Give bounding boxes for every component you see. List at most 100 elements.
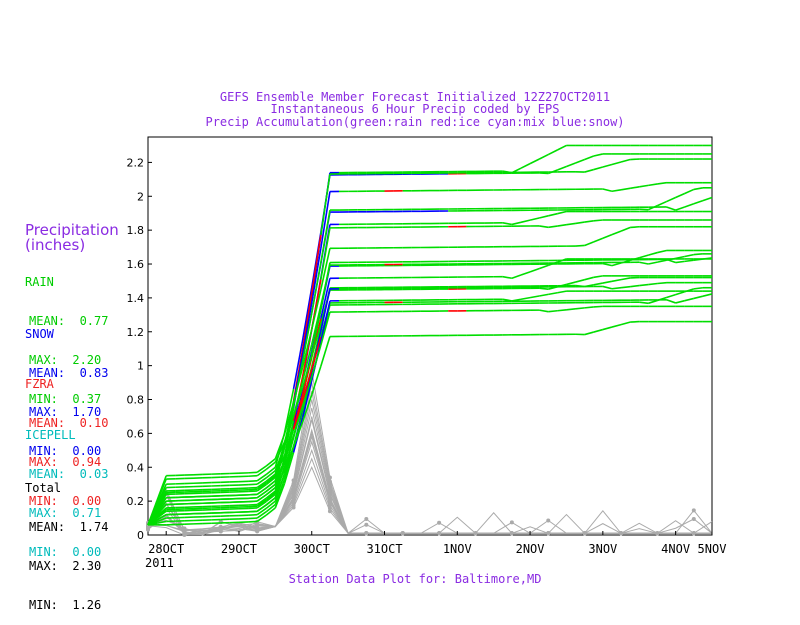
y-tick-label: 0 — [137, 529, 144, 542]
acc-segment — [257, 512, 266, 518]
inst-marker — [473, 531, 477, 535]
inst-marker — [401, 531, 405, 535]
acc-series — [148, 278, 712, 525]
acc-segment — [667, 207, 676, 210]
acc-segment — [557, 167, 566, 170]
inst-marker — [619, 531, 623, 535]
acc-segment — [585, 242, 594, 246]
acc-segment — [594, 306, 603, 307]
acc-segment — [530, 159, 539, 164]
acc-segment — [566, 163, 575, 166]
acc-segment — [248, 491, 257, 492]
acc-segment — [566, 223, 575, 224]
acc-segment — [248, 515, 257, 516]
y-tick-label: 2 — [137, 190, 144, 203]
acc-segment — [621, 322, 630, 324]
acc-segment — [630, 227, 639, 228]
acc-segment — [639, 185, 648, 186]
acc-segment — [648, 262, 657, 264]
acc-segment — [512, 275, 521, 278]
inst-marker — [364, 531, 368, 535]
acc-segment — [648, 300, 657, 303]
y-tick-label: 0.2 — [127, 495, 145, 508]
acc-segment — [603, 264, 612, 266]
acc-series — [148, 322, 712, 525]
inst-marker — [437, 531, 441, 535]
ensemble-chart: GEFS Ensemble Member Forecast Initialize… — [0, 0, 800, 600]
inst-marker — [510, 520, 514, 524]
acc-segment — [576, 160, 585, 163]
acc-segment — [585, 170, 594, 173]
acc-segment — [539, 310, 548, 312]
inst-marker — [328, 509, 332, 513]
inst-marker — [692, 531, 696, 535]
acc-segment — [657, 183, 666, 184]
acc-segment — [539, 288, 548, 289]
acc-segment — [521, 220, 530, 222]
total-label: Total — [25, 482, 108, 495]
acc-segment — [594, 154, 603, 156]
acc-segment — [594, 276, 603, 277]
total-mean: MEAN: 1.74 — [25, 521, 108, 534]
acc-segment — [576, 245, 585, 246]
inst-marker — [182, 533, 186, 537]
acc-segment — [612, 325, 621, 327]
acc-segment — [248, 511, 257, 512]
acc-segment — [248, 484, 257, 485]
acc-segment — [248, 501, 257, 502]
acc-segment — [248, 506, 257, 507]
acc-segment — [676, 261, 685, 262]
y-tick-label: 0.8 — [127, 394, 145, 407]
acc-segment — [657, 202, 666, 206]
inst-marker — [364, 523, 368, 527]
inst-marker — [692, 517, 696, 521]
fzra-label: FZRA — [25, 378, 108, 391]
acc-segment — [657, 250, 666, 252]
acc-segment — [667, 300, 676, 303]
y-tick-label: 0.6 — [127, 427, 145, 440]
x-tick-label: 5NOV — [698, 542, 727, 556]
acc-segment — [548, 226, 557, 227]
acc-segment — [248, 488, 257, 489]
y-tick-label: 1.6 — [127, 258, 145, 271]
acc-series — [148, 254, 712, 525]
acc-segment — [685, 260, 694, 261]
acc-segment — [521, 272, 530, 275]
total-min: MIN: 1.26 — [25, 599, 108, 612]
y-tick-label: 1.8 — [127, 224, 145, 237]
acc-series — [148, 188, 712, 525]
x-tick-year: 2011 — [145, 556, 174, 570]
inst-marker — [328, 483, 332, 487]
acc-segment — [512, 222, 521, 224]
acc-segment — [576, 280, 585, 282]
x-tick-label: 29OCT — [221, 542, 257, 556]
acc-segment — [530, 218, 539, 220]
acc-segment — [248, 521, 257, 522]
acc-segment — [585, 332, 594, 334]
inst-line — [148, 391, 712, 535]
acc-segment — [621, 188, 630, 189]
inst-marker — [655, 531, 659, 535]
acc-segment — [621, 160, 630, 163]
acc-segment — [639, 255, 648, 258]
inst-marker — [292, 505, 296, 509]
acc-segment — [657, 260, 666, 262]
acc-segment — [676, 193, 685, 197]
acc-segment — [585, 277, 594, 279]
acc-segment — [703, 294, 712, 296]
acc-segment — [676, 292, 685, 295]
x-tick-label: 30OCT — [294, 542, 330, 556]
acc-segment — [685, 204, 694, 207]
x-tick-label: 4NOV — [661, 542, 690, 556]
acc-segment — [566, 309, 575, 310]
acc-segment — [685, 298, 694, 300]
chart-title-line-2: Instantaneous 6 Hour Precip coded by EPS — [271, 102, 560, 116]
acc-segment — [594, 330, 603, 332]
acc-segment — [657, 283, 666, 284]
y-tick-label: 0.4 — [127, 461, 145, 474]
inst-marker — [292, 497, 296, 501]
inst-line — [148, 400, 712, 535]
acc-segment — [685, 255, 694, 257]
y-tick-label: 1 — [137, 360, 144, 373]
inst-marker — [692, 508, 696, 512]
